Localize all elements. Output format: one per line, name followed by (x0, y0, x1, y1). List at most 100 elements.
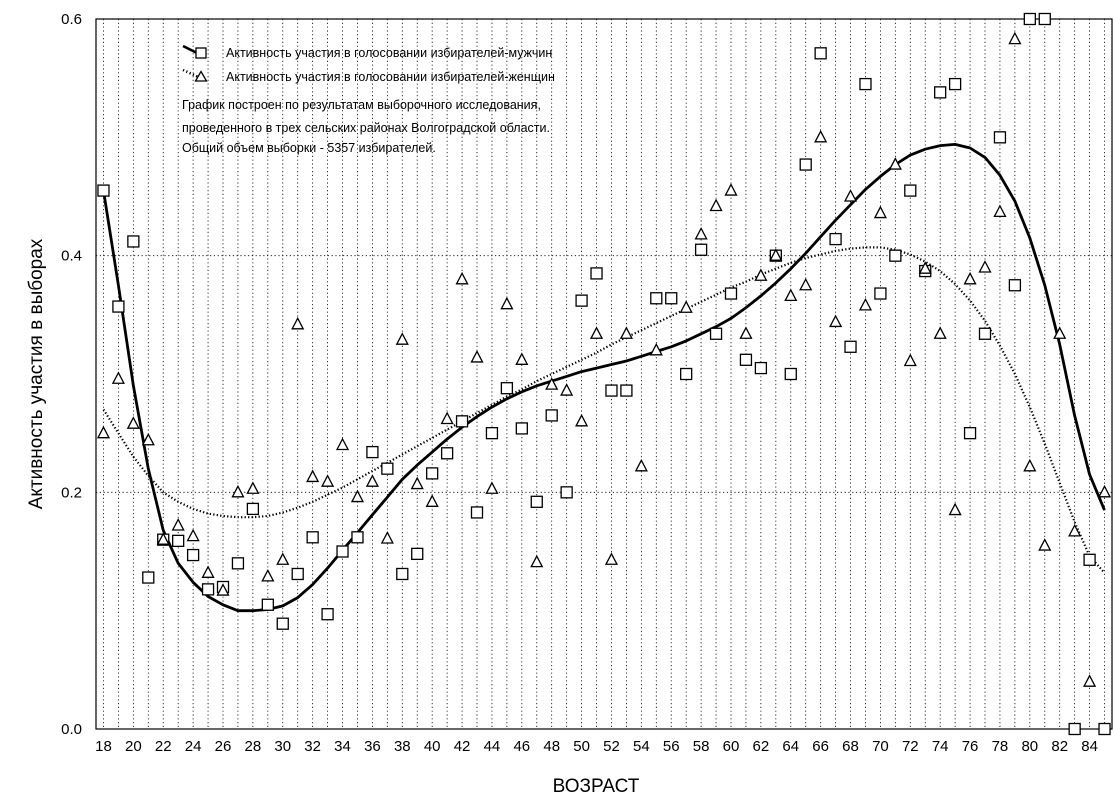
data-point-women (486, 483, 497, 494)
data-point-men (322, 609, 333, 620)
x-tick-label: 46 (513, 738, 530, 755)
data-point-women (98, 427, 109, 438)
data-point-women (905, 355, 916, 366)
legend-note: График построен по результатам выборочно… (182, 98, 550, 155)
data-point-women (412, 478, 423, 489)
data-point-men (128, 236, 139, 247)
x-tick-label: 32 (304, 738, 321, 755)
data-point-men (188, 550, 199, 561)
data-point-men (935, 87, 946, 98)
note-line-2: проведенного в трех сельских районах Вол… (182, 121, 550, 135)
data-point-men (965, 428, 976, 439)
x-tick-label: 56 (663, 738, 680, 755)
data-point-men (1009, 280, 1020, 291)
x-tick-label: 34 (334, 738, 351, 755)
trend-line-men (104, 144, 1105, 610)
data-point-men (785, 369, 796, 380)
x-tick-label: 18 (95, 738, 112, 755)
data-point-women (457, 273, 468, 284)
data-point-women (875, 207, 886, 218)
x-tick-label: 30 (274, 738, 291, 755)
data-point-men (367, 447, 378, 458)
data-point-women (1099, 486, 1110, 497)
x-tick-label: 50 (573, 738, 590, 755)
data-point-men (591, 268, 602, 279)
data-point-men (1069, 724, 1080, 735)
data-point-women (472, 351, 483, 362)
data-point-men (726, 288, 737, 299)
data-point-women (128, 418, 139, 429)
data-point-women (950, 504, 961, 514)
x-tick-label: 20 (125, 738, 142, 755)
x-tick-label: 48 (543, 738, 560, 755)
data-point-men (262, 599, 273, 610)
legend-label-women: Активность участия в голосовании избират… (226, 70, 555, 84)
data-point-women (427, 496, 438, 507)
data-point-men (352, 532, 363, 543)
y-tick-label: 0.2 (61, 484, 82, 501)
data-point-women (636, 460, 647, 471)
data-point-women (621, 328, 632, 339)
data-point-men (472, 507, 483, 518)
y-axis-title: Активность участия в выборах (26, 238, 47, 509)
data-point-men (203, 584, 214, 595)
data-point-men (1099, 724, 1110, 735)
x-tick-label: 58 (693, 738, 710, 755)
data-point-men (950, 79, 961, 90)
data-point-men (621, 385, 632, 396)
x-tick-label: 38 (394, 738, 411, 755)
x-axis-title: ВОЗРАСТ (553, 776, 640, 797)
y-tick-label: 0.4 (61, 248, 82, 265)
x-tick-label: 74 (932, 738, 949, 755)
data-point-women (576, 415, 587, 426)
data-point-men (740, 354, 751, 365)
data-point-women (830, 316, 841, 327)
legend-entry-men: Активность участия в голосовании избират… (183, 46, 552, 60)
data-point-women (860, 299, 871, 310)
data-point-women (726, 185, 737, 196)
data-point-women (382, 532, 393, 543)
note-line-3: Общий объем выборки - 5357 избирателей. (182, 141, 436, 155)
y-tick-label: 0.0 (61, 721, 82, 738)
data-point-men (516, 423, 527, 434)
data-point-men (307, 532, 318, 543)
data-point-men (232, 558, 243, 569)
data-point-men (875, 288, 886, 299)
x-tick-label: 64 (782, 738, 799, 755)
data-point-men (681, 369, 692, 380)
data-point-men (113, 301, 124, 312)
data-point-women (1009, 33, 1020, 44)
data-point-women (1024, 460, 1035, 471)
data-point-women (367, 476, 378, 487)
x-tick-label: 22 (155, 738, 172, 755)
x-tick-label: 24 (185, 738, 202, 755)
trend-lines (104, 144, 1105, 610)
data-point-men (696, 244, 707, 255)
data-point-men (711, 328, 722, 339)
data-point-women (711, 200, 722, 211)
data-point-women (681, 302, 692, 313)
data-point-men (1039, 14, 1050, 25)
x-tick-label: 40 (424, 738, 441, 755)
x-tick-label: 80 (1021, 738, 1038, 755)
data-point-men (247, 503, 258, 514)
x-tick-label: 62 (753, 738, 770, 755)
data-point-women (173, 519, 184, 530)
data-point-men (412, 548, 423, 559)
x-tick-label: 66 (812, 738, 829, 755)
x-tick-label: 28 (245, 738, 262, 755)
legend: Активность участия в голосовании избират… (182, 46, 555, 155)
data-point-men (173, 535, 184, 546)
data-point-women (277, 554, 288, 565)
data-point-women (442, 413, 453, 424)
data-point-men (292, 568, 303, 579)
data-point-men (1024, 14, 1035, 25)
data-point-women (755, 270, 766, 281)
data-point-women (247, 483, 258, 494)
data-point-women (1069, 525, 1080, 536)
data-point-women (262, 570, 273, 581)
data-point-men (830, 234, 841, 245)
data-point-women (1039, 540, 1050, 551)
data-point-women (352, 491, 363, 502)
data-point-women (203, 567, 214, 578)
